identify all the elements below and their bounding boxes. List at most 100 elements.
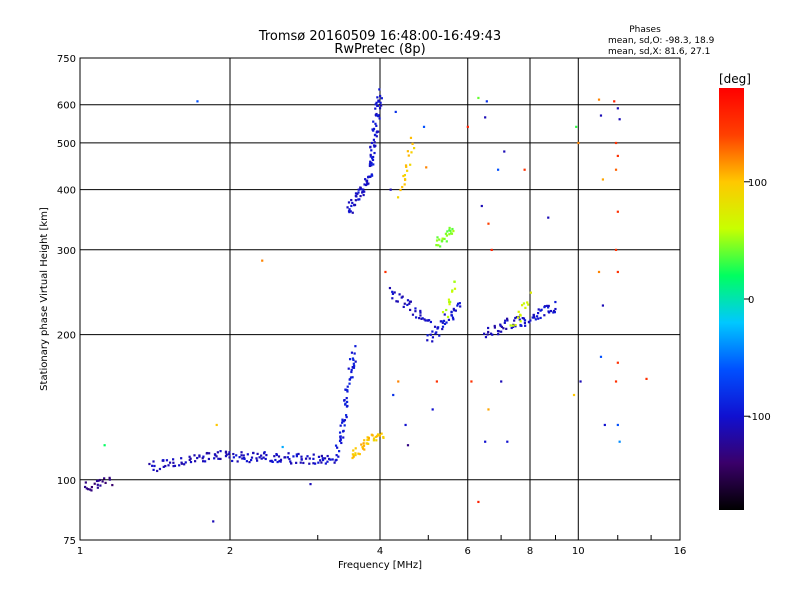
data-point (360, 443, 363, 446)
data-point (188, 458, 191, 461)
data-point (274, 458, 277, 462)
data-point (317, 461, 320, 464)
data-point (527, 320, 531, 324)
data-point (339, 437, 342, 440)
data-point (338, 431, 342, 434)
data-point (447, 298, 451, 301)
data-point (314, 462, 317, 465)
data-point (434, 332, 437, 335)
data-point (228, 451, 231, 454)
data-point (453, 287, 457, 290)
stats-line-x: mean, sd,X: 81.6, 27.1 (608, 47, 710, 57)
data-point (380, 432, 383, 435)
data-point (193, 454, 196, 457)
data-point (242, 454, 245, 457)
data-point (348, 382, 351, 385)
data-point (439, 320, 442, 323)
data-point (345, 416, 348, 419)
data-point (404, 423, 407, 427)
data-point (351, 453, 354, 456)
data-point (350, 198, 353, 202)
data-point (189, 457, 192, 460)
data-point (445, 240, 448, 243)
data-point (261, 259, 264, 262)
data-point (324, 462, 327, 465)
data-point (441, 325, 445, 328)
data-point (597, 98, 601, 101)
data-point (345, 405, 349, 408)
data-point (317, 455, 321, 458)
data-point (549, 309, 553, 313)
data-point (601, 178, 605, 181)
data-point (577, 141, 580, 145)
data-point (350, 370, 353, 374)
data-point (346, 389, 349, 392)
data-point (219, 457, 222, 461)
data-point (514, 316, 517, 320)
data-point (346, 206, 349, 209)
data-point (108, 478, 111, 481)
data-point (447, 318, 451, 321)
data-point (372, 163, 375, 166)
data-point (377, 99, 380, 102)
data-point (373, 151, 376, 155)
data-point (352, 455, 355, 458)
data-point (441, 327, 444, 331)
data-point (245, 460, 248, 463)
y-tick-label: 200 (57, 331, 76, 342)
data-point (489, 332, 493, 335)
data-point (534, 318, 537, 321)
data-point (537, 311, 540, 315)
data-point (523, 319, 527, 322)
y-tick-label: 400 (57, 186, 76, 197)
data-point (162, 459, 165, 462)
data-point (496, 168, 500, 171)
data-point (367, 438, 370, 441)
data-point (529, 291, 533, 294)
data-point (451, 227, 454, 231)
data-point (450, 311, 453, 314)
data-point (409, 308, 412, 312)
data-point (377, 130, 380, 133)
data-point (354, 360, 357, 363)
data-point (392, 393, 395, 397)
data-point (295, 455, 298, 458)
data-point (344, 388, 348, 391)
data-point (406, 303, 409, 307)
data-point (419, 311, 422, 314)
data-point (329, 458, 332, 461)
data-point (376, 433, 380, 436)
data-point (420, 317, 423, 320)
data-point (354, 199, 357, 202)
data-point (396, 196, 400, 199)
data-point (414, 307, 417, 310)
data-point (535, 315, 539, 318)
data-point (445, 234, 449, 237)
data-point (543, 306, 546, 309)
data-point (618, 440, 621, 443)
data-point (378, 88, 381, 91)
data-point (414, 316, 418, 319)
data-point (354, 452, 357, 455)
data-point (533, 316, 536, 319)
data-point (279, 460, 282, 463)
data-point (365, 442, 369, 445)
data-point (418, 317, 421, 320)
data-point (339, 435, 342, 438)
data-point (448, 303, 451, 306)
data-point (196, 100, 199, 103)
data-point (616, 210, 619, 213)
data-point (401, 295, 404, 298)
data-point (466, 125, 469, 128)
x-tick-label: 6 (465, 546, 471, 557)
data-point (342, 436, 345, 439)
data-point (338, 450, 341, 453)
data-point (431, 408, 434, 411)
data-point (413, 147, 416, 150)
data-point (452, 318, 455, 321)
data-point (357, 198, 360, 201)
data-point (188, 455, 191, 458)
data-point (426, 319, 429, 322)
colorbar-label: [deg] (719, 72, 751, 86)
